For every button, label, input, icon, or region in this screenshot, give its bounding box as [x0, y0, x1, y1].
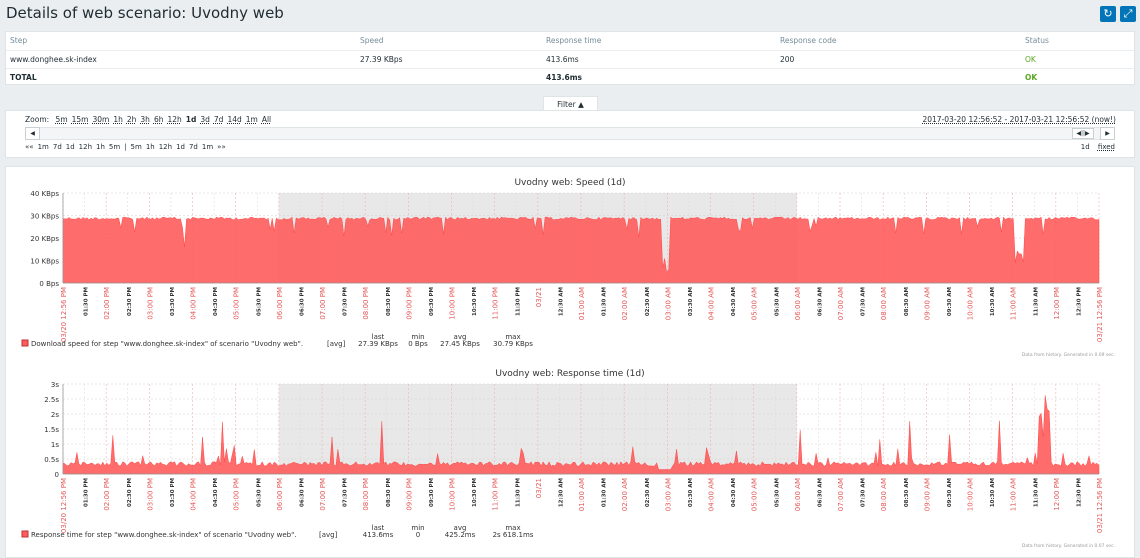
column-header-speed: Speed — [356, 32, 542, 51]
zoom-option-3h[interactable]: 3h — [140, 115, 150, 124]
period-nav-5[interactable]: 1h — [96, 143, 105, 151]
step-speed: 27.39 KBps — [356, 50, 542, 69]
step-response-time: 413.6ms — [542, 50, 776, 69]
scroll-right-button[interactable]: ▶ — [1100, 127, 1115, 140]
period-fixed-toggle[interactable]: fixed — [1097, 143, 1115, 151]
period-nav-4[interactable]: 12h — [78, 143, 93, 151]
column-header-response-time: Response time — [542, 32, 776, 51]
total-status: OK — [1025, 72, 1038, 82]
scroll-left-button[interactable]: ◀ — [25, 127, 40, 140]
total-speed — [356, 68, 542, 86]
zoom-option-All[interactable]: All — [261, 115, 272, 124]
period-nav-1[interactable]: 1m — [37, 143, 49, 151]
zoom-option-5m[interactable]: 5m — [55, 115, 68, 124]
zoom-option-7d[interactable]: 7d — [213, 115, 224, 124]
steps-table-panel: Step Speed Response time Response code S… — [5, 31, 1135, 85]
column-header-response-code: Response code — [776, 32, 1021, 51]
column-header-status: Status — [1021, 32, 1134, 51]
page-title: Details of web scenario: Uvodny web — [6, 4, 284, 22]
period-navigation: «« 1m 7d 1d 12h 1h 5m | 5m 1h 12h 1d 7d 1m»» — [25, 143, 230, 151]
period-nav-12[interactable]: 7d — [188, 143, 198, 151]
arrow-left-icon: ◀ — [30, 130, 35, 137]
column-header-step: Step — [6, 32, 356, 51]
refresh-button[interactable]: ↻ — [1100, 6, 1116, 22]
table-header-row: Step Speed Response time Response code S… — [6, 32, 1134, 51]
zoom-option-12h[interactable]: 12h — [167, 115, 182, 124]
zoom-option-3d[interactable]: 3d — [200, 115, 210, 124]
timeline-scrollbar[interactable]: ◀ ◀||▶ ▶ — [25, 127, 1115, 140]
period-nav-3[interactable]: 1d — [65, 143, 75, 151]
date-range-link[interactable]: 2017-03-20 12:56:52 - 2017-03-21 12:56:5… — [922, 115, 1116, 124]
arrow-right-icon: ▶ — [1105, 130, 1110, 137]
zoom-option-15m[interactable]: 15m — [71, 115, 89, 124]
period-nav-0[interactable]: «« — [25, 143, 34, 151]
period-nav-7: | — [124, 143, 127, 151]
period-nav-8[interactable]: 5m — [130, 143, 142, 151]
table-row: www.donghee.sk-index 27.39 KBps 413.6ms … — [6, 50, 1134, 69]
zoom-option-2h[interactable]: 2h — [126, 115, 137, 124]
steps-table: Step Speed Response time Response code S… — [6, 32, 1134, 86]
fullscreen-icon: ⤢ — [1123, 7, 1133, 20]
zoom-option-1h[interactable]: 1h — [113, 115, 123, 124]
graphs-panel — [5, 166, 1135, 558]
fullscreen-button[interactable]: ⤢ — [1120, 6, 1136, 22]
period-mode: 1d fixed — [1075, 143, 1115, 151]
zoom-row: Zoom: 5m 15m 30m 1h 2h 3h 6h 12h 1d 3d 7d 14d 1m All — [25, 115, 275, 124]
zoom-label: Zoom: — [25, 115, 50, 124]
zoom-option-14d[interactable]: 14d — [227, 115, 242, 124]
total-response-time: 413.6ms — [546, 72, 583, 82]
step-name: www.donghee.sk-index — [6, 50, 356, 69]
page-header: Details of web scenario: Uvodny web ↻ ⤢ — [0, 0, 1140, 28]
zoom-option-1d[interactable]: 1d — [185, 115, 197, 124]
period-nav-9[interactable]: 1h — [145, 143, 155, 151]
zoom-option-30m[interactable]: 30m — [92, 115, 110, 124]
period-nav-10[interactable]: 12h — [158, 143, 173, 151]
zoom-option-6h[interactable]: 6h — [153, 115, 164, 124]
zoom-option-1m[interactable]: 1m — [245, 115, 258, 124]
step-response-code: 200 — [776, 50, 1021, 69]
filter-tab[interactable]: Filter ▲ — [543, 96, 598, 111]
period-nav-6[interactable]: 5m — [108, 143, 121, 151]
table-total-row: TOTAL 413.6ms OK — [6, 68, 1134, 86]
period-current: 1d — [1080, 143, 1090, 151]
period-nav-13[interactable]: 1m — [201, 143, 214, 151]
period-nav-14[interactable]: »» — [217, 143, 226, 151]
total-label: TOTAL — [10, 72, 37, 82]
handle-grip-icon: ◀||▶ — [1076, 130, 1090, 137]
period-nav-11[interactable]: 1d — [176, 143, 185, 151]
scroll-handle[interactable]: ◀||▶ — [1072, 128, 1094, 139]
total-response-code — [776, 68, 1021, 86]
refresh-icon: ↻ — [1103, 7, 1113, 20]
period-nav-2[interactable]: 7d — [52, 143, 62, 151]
step-status: OK — [1021, 50, 1134, 69]
